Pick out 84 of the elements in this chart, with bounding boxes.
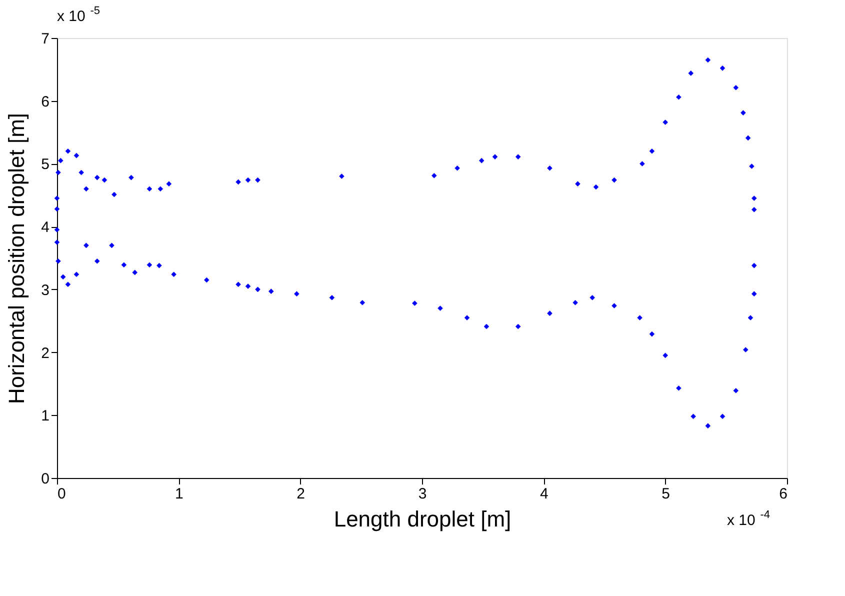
y-tick-label: 2 [41, 344, 50, 362]
point [612, 303, 617, 308]
point [749, 164, 754, 169]
y-tick-label: 3 [41, 282, 50, 299]
text: x 10-4 [727, 509, 770, 529]
point [478, 158, 484, 164]
point [733, 85, 739, 90]
point [74, 272, 80, 277]
point [74, 152, 80, 158]
point [705, 57, 711, 63]
point [84, 186, 89, 192]
point [637, 315, 642, 320]
point [236, 282, 241, 288]
point [575, 181, 580, 186]
point [65, 282, 71, 288]
point [121, 262, 127, 268]
point [60, 274, 66, 280]
point [572, 300, 578, 306]
point [294, 291, 300, 296]
x-tick-label: 0 [58, 486, 66, 502]
x-tick-label: 2 [296, 486, 306, 502]
point [676, 385, 682, 391]
point [547, 165, 552, 171]
point [752, 291, 757, 296]
point [58, 158, 64, 164]
point [268, 288, 274, 294]
point [593, 184, 599, 190]
x-tick-label: 5 [662, 486, 670, 502]
point [84, 242, 89, 248]
point [146, 262, 152, 268]
point [432, 173, 437, 178]
point [94, 258, 100, 264]
y-tick-label: 4 [41, 219, 50, 236]
point [54, 206, 60, 212]
y-axis-title: Horizontal position droplet [m] [4, 112, 30, 404]
x-tick-label: 4 [540, 486, 548, 502]
point [676, 94, 682, 100]
point [171, 272, 176, 277]
point [640, 161, 645, 166]
point [752, 206, 757, 212]
point [94, 174, 100, 180]
point [720, 414, 726, 420]
point [733, 388, 739, 394]
point [146, 186, 152, 192]
point [740, 110, 746, 116]
point [412, 300, 418, 306]
point [166, 181, 172, 186]
point [690, 414, 696, 420]
point [688, 70, 694, 76]
y-tick-label: 0 [41, 470, 50, 488]
point [662, 352, 668, 358]
point [158, 186, 164, 192]
point [752, 262, 757, 268]
x-axis-title: Length droplet [m] [334, 506, 512, 532]
point [454, 165, 460, 171]
point [245, 177, 251, 183]
point [752, 196, 757, 201]
y-tick-label: 6 [41, 93, 50, 110]
point [742, 347, 748, 352]
x-tick-label: 3 [418, 486, 427, 502]
y-tick-label: 5 [41, 156, 50, 174]
point [132, 270, 138, 276]
point [102, 177, 108, 183]
text: x 10-5 [57, 5, 100, 25]
point [65, 148, 71, 154]
point [360, 300, 366, 306]
point [515, 324, 521, 330]
point [438, 306, 443, 311]
point [590, 294, 595, 300]
y-tick-label: 7 [41, 30, 50, 48]
point [484, 324, 490, 330]
point [745, 135, 751, 141]
point [649, 331, 655, 337]
point [705, 423, 711, 428]
x-tick-label: 6 [779, 486, 788, 502]
point [547, 310, 552, 316]
y-tick-label: 1 [41, 408, 50, 425]
point [339, 174, 344, 179]
point [649, 148, 655, 154]
point [662, 120, 668, 125]
point [329, 294, 335, 300]
x-tick-label: 1 [174, 486, 184, 502]
point [56, 258, 61, 264]
point [515, 154, 521, 160]
